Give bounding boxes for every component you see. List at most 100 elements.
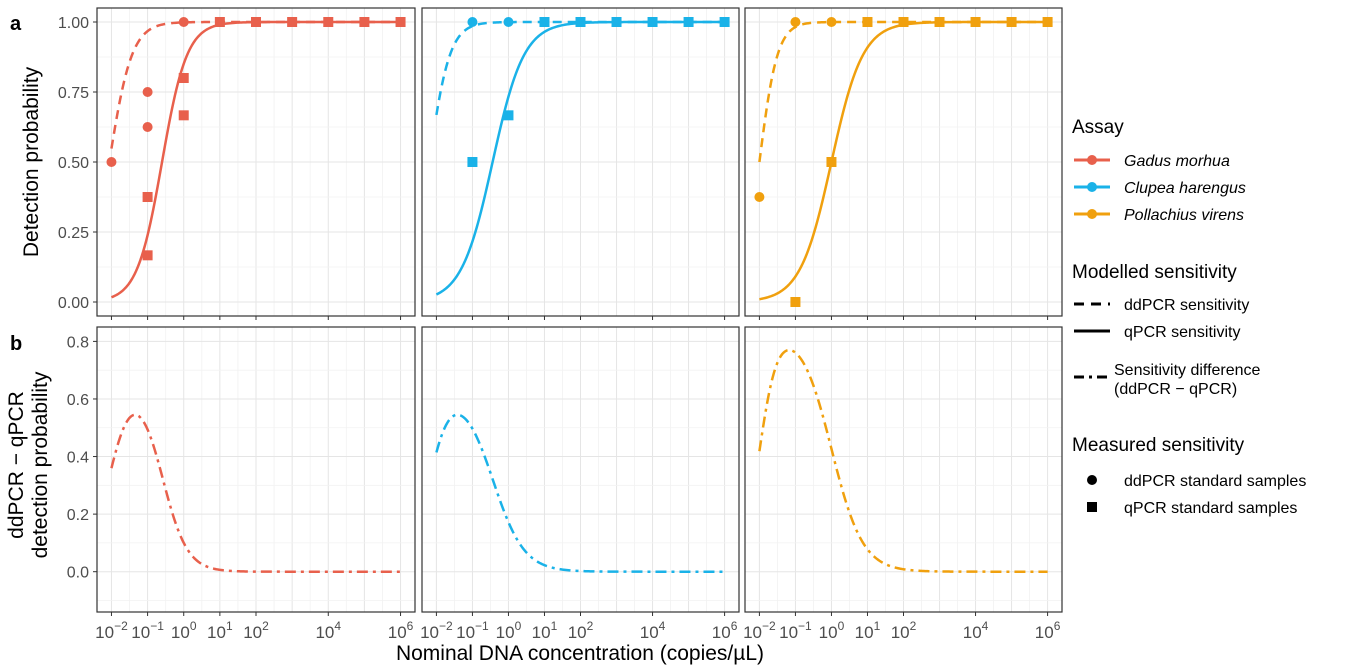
x-tick-label: 10−1 bbox=[456, 619, 489, 642]
x-tick-label: 101 bbox=[207, 619, 233, 642]
facet-a-gadus-morhua bbox=[96, 7, 416, 320]
qpcr-point bbox=[683, 17, 694, 27]
qpcr-point bbox=[826, 157, 837, 167]
legend-assay-dot-pollachius-virens bbox=[1087, 209, 1097, 219]
qpcr-point bbox=[862, 17, 873, 27]
qpcr-point bbox=[142, 250, 153, 261]
legend-measured-title: Measured sensitivity bbox=[1072, 435, 1245, 456]
legend-ddpcr-sensitivity: ddPCR sensitivity bbox=[1124, 297, 1249, 314]
ddpcr-point bbox=[503, 17, 514, 27]
y-tick-label-a: 0.25 bbox=[58, 225, 89, 242]
y-tick-label-a: 1.00 bbox=[58, 15, 89, 32]
qpcr-point bbox=[503, 110, 514, 121]
facet-b-clupea-harengus: 10−2 10−1 100 101 102 104 106 bbox=[420, 326, 740, 642]
x-tick-label: 100 bbox=[819, 619, 845, 642]
legend-assay-label-pollachius-virens: Pollachius virens bbox=[1124, 207, 1244, 224]
x-tick-label: 102 bbox=[243, 619, 269, 642]
y-axes: 0.00 0.25 0.50 0.75 1.00 0.0 0.2 0.4 0.6 0.8 bbox=[58, 15, 97, 582]
y-tick-label-a: 0.75 bbox=[58, 85, 89, 102]
legend-assay-dot-gadus-morhua bbox=[1087, 155, 1097, 165]
legend-assay-dot-clupea-harengus bbox=[1087, 182, 1097, 192]
ddpcr-point bbox=[142, 87, 153, 97]
qpcr-point bbox=[251, 17, 261, 27]
x-tick-label: 10−2 bbox=[743, 619, 776, 642]
x-tick-label: 102 bbox=[891, 619, 917, 642]
x-tick-label: 106 bbox=[712, 619, 738, 642]
x-tick-label: 104 bbox=[640, 619, 666, 642]
legend-qpcr-square-key bbox=[1087, 502, 1097, 512]
x-tick-label: 100 bbox=[171, 619, 197, 642]
x-tick-label: 104 bbox=[315, 619, 341, 642]
difference-curve bbox=[758, 348, 1048, 573]
legend-difference-line1: Sensitivity difference bbox=[1114, 362, 1261, 379]
y-tick-label-a: 0.00 bbox=[58, 295, 89, 312]
legend-ddpcr-standard: ddPCR standard samples bbox=[1124, 473, 1306, 490]
ddpcr-point bbox=[467, 17, 478, 27]
x-tick-label: 10−2 bbox=[420, 619, 453, 642]
legend-difference-line2: (ddPCR − qPCR) bbox=[1114, 381, 1237, 398]
qpcr-point bbox=[611, 17, 622, 27]
legend-assay-label-clupea-harengus: Clupea harengus bbox=[1124, 180, 1246, 197]
y-axis-title-a: Detection probability bbox=[20, 66, 43, 257]
qpcr-point bbox=[575, 17, 586, 27]
facet-b-gadus-morhua: 10−2 10−1 100 101 102 104 106 bbox=[95, 326, 416, 642]
qpcr-point bbox=[467, 157, 478, 167]
legend-assay-title: Assay bbox=[1072, 117, 1124, 138]
facet-a-clupea-harengus bbox=[421, 7, 740, 320]
y-axis-title-b-line1: ddPCR − qPCR bbox=[5, 391, 28, 539]
qpcr-point bbox=[287, 17, 298, 27]
qpcr-point bbox=[323, 17, 334, 27]
qpcr-point bbox=[1042, 17, 1053, 27]
qpcr-point bbox=[178, 110, 189, 121]
ddpcr-point bbox=[106, 157, 117, 167]
legend-assay-label-gadus-morhua: Gadus morhua bbox=[1124, 153, 1230, 170]
qpcr-point bbox=[395, 17, 406, 27]
facet-a-pollachius-virens bbox=[744, 7, 1063, 320]
x-tick-label: 10−1 bbox=[131, 619, 164, 642]
legend: Assay Gadus morhua Clupea harengus Pollach… bbox=[1072, 117, 1306, 517]
qpcr-point bbox=[359, 17, 370, 27]
x-tick-label: 10−1 bbox=[779, 619, 812, 642]
y-tick-label-b: 0.0 bbox=[67, 565, 89, 582]
qpcr-point bbox=[214, 17, 225, 27]
x-tick-label: 104 bbox=[963, 619, 989, 642]
y-tick-label-b: 0.2 bbox=[67, 507, 89, 524]
legend-modelled-title: Modelled sensitivity bbox=[1072, 262, 1237, 283]
panel-label-b: b bbox=[10, 333, 22, 355]
qpcr-point bbox=[719, 17, 730, 27]
ddpcr-point bbox=[142, 122, 153, 132]
qpcr-point bbox=[647, 17, 658, 27]
legend-ddpcr-circle-key bbox=[1087, 475, 1097, 485]
x-tick-label: 101 bbox=[855, 619, 881, 642]
qpcr-point bbox=[970, 17, 981, 27]
qpcr-point bbox=[142, 192, 153, 202]
x-tick-label: 102 bbox=[568, 619, 594, 642]
x-axis-title: Nominal DNA concentration (copies/µL) bbox=[396, 642, 764, 665]
y-tick-label-b: 0.6 bbox=[67, 392, 89, 409]
x-tick-label: 101 bbox=[532, 619, 558, 642]
qpcr-point bbox=[539, 17, 550, 27]
panel-label-a: a bbox=[10, 13, 22, 35]
qpcr-point bbox=[898, 17, 909, 27]
qpcr-point bbox=[178, 73, 189, 83]
qpcr-point bbox=[1006, 17, 1017, 27]
y-axis-title-b-line2: detection probability bbox=[29, 371, 52, 558]
y-tick-label-b: 0.4 bbox=[67, 450, 89, 467]
qpcr-point bbox=[790, 297, 801, 307]
difference-curve bbox=[435, 413, 725, 573]
x-tick-label: 10−2 bbox=[95, 619, 128, 642]
x-tick-label: 106 bbox=[1035, 619, 1061, 642]
y-tick-label-a: 0.50 bbox=[58, 155, 89, 172]
ddpcr-point bbox=[826, 17, 837, 27]
legend-qpcr-sensitivity: qPCR sensitivity bbox=[1124, 324, 1240, 341]
facet-b-pollachius-virens: 10−2 10−1 100 101 102 104 106 bbox=[743, 326, 1063, 642]
ddpcr-point bbox=[790, 17, 801, 27]
x-tick-label: 106 bbox=[388, 619, 414, 642]
qpcr-point bbox=[934, 17, 945, 27]
legend-qpcr-standard: qPCR standard samples bbox=[1124, 500, 1297, 517]
x-tick-label: 100 bbox=[496, 619, 522, 642]
ddpcr-point bbox=[178, 17, 189, 27]
y-tick-label-b: 0.8 bbox=[67, 334, 89, 351]
